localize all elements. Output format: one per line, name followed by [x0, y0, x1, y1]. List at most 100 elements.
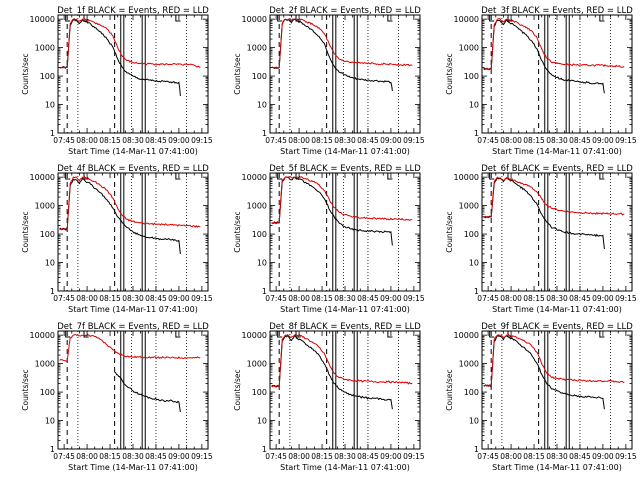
top-bracket-mark — [489, 173, 495, 180]
y-axis-label: Counts/sec — [445, 211, 454, 252]
plot-frame — [269, 14, 421, 134]
top-bracket-mark — [277, 331, 283, 338]
y-tick-label: 1000 — [459, 202, 479, 211]
x-tick-label: 08:00 — [500, 294, 522, 303]
x-tick-label: 07:45 — [477, 294, 499, 303]
plot-frame — [269, 172, 421, 292]
events-series-line — [483, 176, 605, 250]
y-tick-label: 1000 — [35, 44, 55, 53]
x-tick-label: 08:00 — [288, 452, 310, 461]
y-tick-label: 1 — [474, 287, 479, 296]
y-tick-label: 1000 — [247, 44, 267, 53]
lld-series-line — [271, 334, 413, 388]
y-tick-label: 100 — [464, 72, 479, 81]
top-bracket-mark — [83, 331, 89, 338]
y-tick-label: 10 — [257, 417, 267, 426]
x-axis-label: Start Time (14-Mar-11 07:41:00) — [280, 147, 410, 156]
top-bracket-mark — [599, 173, 605, 180]
x-tick-label: 09:15 — [191, 452, 213, 461]
y-tick-label: 10 — [45, 417, 55, 426]
lld-series-line — [271, 175, 413, 225]
x-tick-label: 08:00 — [76, 452, 98, 461]
lld-series-line — [271, 18, 413, 70]
events-series-line — [483, 18, 605, 94]
chart-title: Det_2f BLACK = Events, RED = LLD — [269, 6, 421, 16]
chart-panel: 1 10 100 1000 10000 07:45 08:00 08:15 08:30 08:45… — [445, 322, 637, 472]
y-axis-label: Counts/sec — [233, 369, 242, 410]
events-series-line — [59, 177, 181, 255]
y-tick-label: 1000 — [459, 360, 479, 369]
y-tick-label: 100 — [252, 72, 267, 81]
y-tick-label: 1 — [50, 129, 55, 138]
y-tick-label: 10000 — [454, 331, 479, 340]
y-tick-label: 10 — [469, 417, 479, 426]
top-bracket-mark — [387, 173, 393, 180]
x-tick-label: 09:15 — [615, 452, 637, 461]
x-tick-label: 08:30 — [334, 452, 356, 461]
x-tick-label: 08:45 — [357, 136, 379, 145]
plot-frame — [481, 172, 633, 292]
x-tick-label: 09:15 — [615, 294, 637, 303]
x-tick-label: 08:30 — [122, 452, 144, 461]
y-axis-label: Counts/sec — [445, 369, 454, 410]
y-tick-label: 100 — [40, 72, 55, 81]
x-tick-label: 09:00 — [592, 136, 614, 145]
chart-title: Det_1f BLACK = Events, RED = LLD — [57, 6, 209, 16]
x-tick-label: 08:45 — [357, 452, 379, 461]
top-bracket-mark — [489, 15, 495, 22]
y-tick-label: 10 — [257, 101, 267, 110]
x-tick-label: 08:00 — [500, 136, 522, 145]
top-bracket-mark — [599, 15, 605, 22]
lld-series-line — [59, 333, 201, 362]
y-tick-label: 100 — [252, 388, 267, 397]
y-tick-label: 1 — [50, 445, 55, 454]
x-axis-label: Start Time (14-Mar-11 07:41:00) — [492, 305, 622, 314]
lld-series-line — [483, 18, 625, 71]
y-tick-label: 10000 — [30, 173, 55, 182]
x-tick-label: 08:30 — [546, 136, 568, 145]
top-bracket-mark — [65, 173, 71, 180]
x-axis-label: Start Time (14-Mar-11 07:41:00) — [280, 305, 410, 314]
x-tick-label: 08:30 — [334, 294, 356, 303]
x-tick-label: 08:30 — [122, 136, 144, 145]
x-tick-label: 08:15 — [311, 136, 333, 145]
x-tick-label: 08:00 — [288, 294, 310, 303]
chart-panel: 1 10 100 1000 10000 07:45 08:00 08:15 08:30 08:45… — [21, 322, 213, 472]
y-tick-label: 10000 — [242, 331, 267, 340]
y-tick-label: 1000 — [247, 202, 267, 211]
plot-frame — [481, 330, 633, 450]
y-axis-label: Counts/sec — [21, 53, 30, 94]
chart-panel: 1 10 100 1000 10000 07:45 08:00 08:15 08:30 08:45… — [21, 164, 213, 314]
y-tick-label: 10 — [45, 259, 55, 268]
chart-title: Det_3f BLACK = Events, RED = LLD — [481, 6, 633, 16]
chart-title: Det_6f BLACK = Events, RED = LLD — [481, 164, 633, 174]
chart-title: Det_5f BLACK = Events, RED = LLD — [269, 164, 421, 174]
x-tick-label: 07:45 — [265, 452, 287, 461]
y-tick-label: 10000 — [454, 15, 479, 24]
plot-frame — [269, 330, 421, 450]
x-axis-label: Start Time (14-Mar-11 07:41:00) — [68, 305, 198, 314]
x-tick-label: 07:45 — [265, 294, 287, 303]
x-tick-label: 09:00 — [380, 294, 402, 303]
y-tick-label: 1 — [474, 445, 479, 454]
chart-panel: 1 10 100 1000 10000 07:45 08:00 08:15 08:30 08:45… — [21, 6, 213, 156]
top-bracket-mark — [175, 331, 181, 338]
y-tick-label: 1 — [50, 287, 55, 296]
events-series-line — [59, 18, 181, 97]
x-tick-label: 08:15 — [311, 452, 333, 461]
top-bracket-mark — [277, 15, 283, 22]
y-tick-label: 1000 — [247, 360, 267, 369]
chart-panel: 1 10 100 1000 10000 07:45 08:00 08:15 08:30 08:45… — [233, 164, 425, 314]
events-series-line — [271, 334, 393, 410]
x-axis-label: Start Time (14-Mar-11 07:41:00) — [280, 463, 410, 472]
top-bracket-mark — [507, 15, 513, 22]
x-tick-label: 07:45 — [53, 136, 75, 145]
x-tick-label: 08:15 — [523, 136, 545, 145]
chart-panel: 1 10 100 1000 10000 07:45 08:00 08:15 08:30 08:45… — [233, 6, 425, 156]
lld-series-line — [483, 333, 625, 387]
y-tick-label: 100 — [40, 230, 55, 239]
x-axis-label: Start Time (14-Mar-11 07:41:00) — [68, 463, 198, 472]
y-axis-label: Counts/sec — [233, 211, 242, 252]
x-tick-label: 09:15 — [403, 136, 425, 145]
